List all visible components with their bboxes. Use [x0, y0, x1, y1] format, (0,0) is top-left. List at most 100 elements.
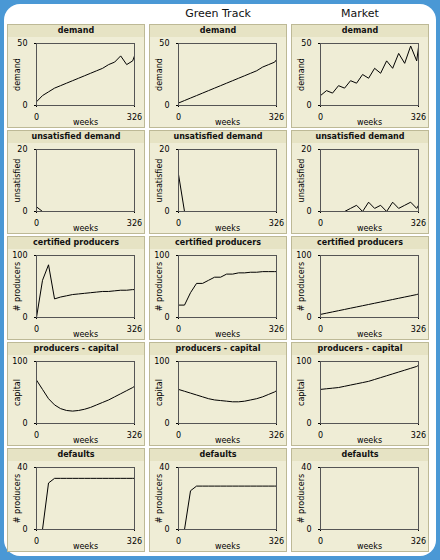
svg-text:weeks: weeks — [357, 330, 382, 339]
svg-text:100: 100 — [12, 357, 27, 366]
svg-text:0: 0 — [176, 325, 181, 334]
svg-text:100: 100 — [296, 357, 311, 366]
html-text:certified producers: certified producers — [33, 238, 119, 247]
svg-text:capital: capital — [297, 379, 306, 406]
svg-text:100: 100 — [154, 251, 169, 260]
svg-text:# producers: # producers — [155, 474, 164, 523]
svg-text:0: 0 — [318, 325, 323, 334]
svg-text:0: 0 — [22, 525, 27, 534]
svg-text:weeks: weeks — [215, 224, 240, 233]
svg-text:326: 326 — [411, 325, 426, 334]
svg-text:20: 20 — [159, 145, 169, 154]
svg-text:# producers: # producers — [13, 474, 22, 523]
svg-text:20: 20 — [301, 145, 311, 154]
svg-text:weeks: weeks — [73, 542, 98, 551]
svg-text:weeks: weeks — [73, 224, 98, 233]
html-text:demand: demand — [57, 26, 95, 35]
svg-text:326: 326 — [269, 113, 284, 122]
svg-text:326: 326 — [127, 431, 142, 440]
svg-text:326: 326 — [127, 537, 142, 546]
svg-text:weeks: weeks — [357, 224, 382, 233]
svg-text:50: 50 — [17, 39, 27, 48]
html-text:unsatisfied demand: unsatisfied demand — [173, 132, 263, 141]
svg-text:weeks: weeks — [73, 330, 98, 339]
svg-text:326: 326 — [269, 219, 284, 228]
svg-text:weeks: weeks — [357, 542, 382, 551]
svg-text:0: 0 — [164, 101, 169, 110]
svg-text:326: 326 — [411, 113, 426, 122]
svg-text:weeks: weeks — [215, 330, 240, 339]
svg-text:0: 0 — [22, 313, 27, 322]
svg-text:326: 326 — [411, 537, 426, 546]
svg-text:0: 0 — [318, 431, 323, 440]
svg-text:0: 0 — [34, 537, 39, 546]
svg-text:0: 0 — [306, 313, 311, 322]
svg-text:demand: demand — [155, 58, 164, 91]
svg-text:weeks: weeks — [215, 118, 240, 127]
svg-text:capital: capital — [13, 379, 22, 406]
svg-text:0: 0 — [176, 537, 181, 546]
svg-text:20: 20 — [17, 145, 27, 154]
html-text:Green Track: Green Track — [185, 7, 251, 20]
svg-text:40: 40 — [301, 463, 311, 472]
svg-text:unsatisfied: unsatisfied — [155, 159, 164, 203]
svg-text:0: 0 — [176, 219, 181, 228]
svg-text:0: 0 — [176, 113, 181, 122]
svg-text:0: 0 — [306, 419, 311, 428]
svg-text:capital: capital — [155, 379, 164, 406]
svg-text:0: 0 — [164, 313, 169, 322]
svg-text:0: 0 — [318, 219, 323, 228]
svg-text:50: 50 — [159, 39, 169, 48]
svg-text:50: 50 — [301, 39, 311, 48]
svg-text:0: 0 — [22, 207, 27, 216]
svg-text:326: 326 — [127, 113, 142, 122]
svg-text:# producers: # producers — [13, 262, 22, 311]
svg-text:# producers: # producers — [155, 262, 164, 311]
html-text:unsatisfied demand: unsatisfied demand — [315, 132, 405, 141]
svg-text:100: 100 — [12, 251, 27, 260]
svg-text:0: 0 — [176, 431, 181, 440]
svg-text:0: 0 — [34, 113, 39, 122]
svg-text:0: 0 — [164, 207, 169, 216]
html-text:demand: demand — [199, 26, 237, 35]
svg-text:326: 326 — [269, 325, 284, 334]
svg-text:0: 0 — [318, 113, 323, 122]
svg-text:0: 0 — [306, 101, 311, 110]
svg-text:weeks: weeks — [215, 436, 240, 445]
svg-text:demand: demand — [13, 58, 22, 91]
html-text:demand: demand — [341, 26, 379, 35]
svg-text:0: 0 — [22, 101, 27, 110]
svg-text:326: 326 — [127, 219, 142, 228]
svg-text:# producers: # producers — [297, 474, 306, 523]
svg-text:demand: demand — [297, 58, 306, 91]
svg-text:326: 326 — [411, 431, 426, 440]
svg-text:0: 0 — [22, 419, 27, 428]
html-text:unsatisfied demand: unsatisfied demand — [31, 132, 121, 141]
svg-text:40: 40 — [17, 463, 27, 472]
svg-text:unsatisfied: unsatisfied — [13, 159, 22, 203]
svg-text:0: 0 — [306, 525, 311, 534]
svg-text:weeks: weeks — [73, 118, 98, 127]
html-text:Market: Market — [341, 7, 379, 20]
html-text:certified producers: certified producers — [175, 238, 261, 247]
svg-text:weeks: weeks — [73, 436, 98, 445]
svg-text:weeks: weeks — [357, 118, 382, 127]
svg-text:326: 326 — [269, 537, 284, 546]
svg-text:0: 0 — [34, 431, 39, 440]
svg-text:0: 0 — [34, 325, 39, 334]
svg-text:# producers: # producers — [297, 262, 306, 311]
svg-text:326: 326 — [127, 325, 142, 334]
svg-text:0: 0 — [164, 525, 169, 534]
svg-text:0: 0 — [318, 537, 323, 546]
svg-text:weeks: weeks — [357, 436, 382, 445]
svg-text:326: 326 — [269, 431, 284, 440]
svg-text:326: 326 — [411, 219, 426, 228]
svg-text:40: 40 — [159, 463, 169, 472]
svg-text:weeks: weeks — [215, 542, 240, 551]
svg-text:unsatisfied: unsatisfied — [297, 159, 306, 203]
svg-text:0: 0 — [34, 219, 39, 228]
svg-text:100: 100 — [296, 251, 311, 260]
svg-text:100: 100 — [154, 357, 169, 366]
svg-text:0: 0 — [306, 207, 311, 216]
svg-text:0: 0 — [164, 419, 169, 428]
